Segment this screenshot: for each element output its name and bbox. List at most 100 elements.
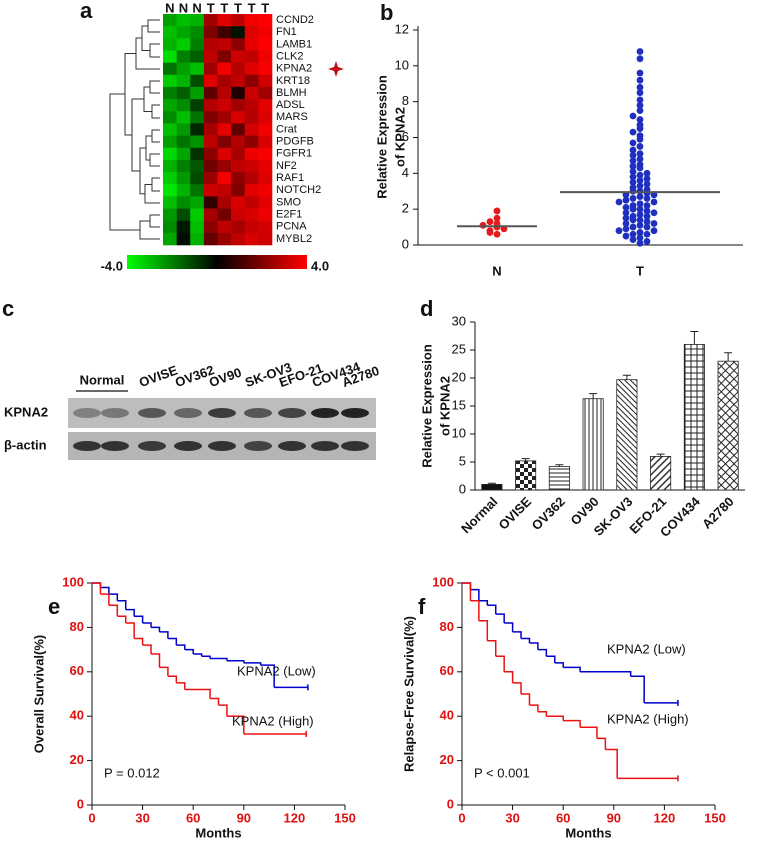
data-point [629,157,637,165]
survival-step [167,675,178,683]
data-point [643,180,651,188]
heat-cell [176,99,191,112]
data-point [636,83,644,91]
heat-cell [231,147,246,161]
survival-step [108,593,119,601]
heat-cell [231,232,246,246]
x-tick-label: OV362 [529,494,568,533]
data-point [636,143,644,150]
heat-cell [203,135,218,149]
x-tick-label: 60 [556,810,570,825]
data-point [636,135,644,143]
error-bar [724,352,733,362]
y-tick-label: 0 [447,796,454,811]
gene-label: NOTCH2 [276,184,321,196]
data-point [629,146,637,154]
survival-step [134,637,144,646]
annotation: P < 0.001 [474,765,530,780]
heat-cell [203,111,218,124]
data-point [622,225,630,233]
survival-step [151,653,161,668]
heat-cell [203,220,218,234]
y-tick-label: 40 [70,708,84,723]
colorbar-tick-label: -4.0 [101,258,123,273]
heat-cell [217,159,232,173]
heat-cell [231,184,246,197]
data-point [636,89,644,97]
data-point [643,169,651,177]
heat-cell [176,50,191,63]
heat-cell [163,172,177,185]
blot-band [73,441,101,451]
heat-cell [163,184,177,197]
y-tick-label: 20 [440,752,454,767]
y-tick-label: 0 [77,796,84,811]
data-point [636,107,644,115]
gene-label: PCNA [276,221,307,233]
column-label: T [248,0,256,15]
gene-label: Crat [276,123,297,135]
blot-band [341,441,369,451]
heat-cell [190,74,205,88]
data-point [636,200,644,208]
heat-cell [163,208,177,221]
series-label: KPNA2 (High) [607,711,689,726]
data-point [636,164,644,172]
gene-label: KRT18 [276,75,310,87]
y-tick-label: 4 [402,165,409,180]
error-bar [622,374,631,380]
heat-cell [217,208,232,221]
y-tick-label: 10 [452,425,466,440]
survival-step [546,715,564,721]
heat-cell [176,62,191,76]
highlight-star [328,61,344,77]
y-tick-label: 2 [402,201,409,216]
heat-cell [176,208,191,221]
survival-step [176,682,186,690]
heat-cell [203,99,218,112]
data-point [622,203,630,211]
heat-cell [217,232,232,246]
heat-cell [244,38,259,51]
blot-band [208,408,236,418]
panel-label: a [80,0,93,23]
blot-band [278,408,306,418]
heat-cell [258,135,273,149]
heat-cell [231,50,246,63]
heat-cell [244,86,259,100]
gene-label: BLMH [276,87,307,99]
heat-cell [244,111,259,124]
heat-cell [163,62,177,76]
heat-cell [231,86,246,100]
survival-step [201,655,211,659]
survival-step [117,615,127,623]
heat-cell [258,159,273,173]
row-label: β-actin [4,437,47,452]
y-tick-label: 100 [62,574,84,589]
heat-cell [163,99,177,112]
survival-step [159,631,169,639]
heat-cell [190,14,205,27]
data-point [636,239,644,247]
heat-cell [217,147,232,161]
gene-label: MYBL2 [276,233,312,245]
y-axis-label: Relative Expression [374,75,389,199]
data-point [629,173,637,181]
survival-step [167,637,178,646]
heat-cell [217,111,232,124]
data-point [629,195,637,202]
heat-cell [231,196,246,209]
heat-cell [258,50,273,63]
heat-cell [217,74,232,88]
data-point [636,116,644,123]
heat-cell [244,135,259,149]
data-point [643,212,651,220]
heat-cell [163,196,177,209]
heat-cell [176,232,191,246]
heat-cell [258,62,273,76]
column-label: N [165,0,174,15]
heat-cell [203,196,218,209]
data-point [629,223,637,231]
survival-step [159,666,169,677]
heat-cell [244,220,259,234]
